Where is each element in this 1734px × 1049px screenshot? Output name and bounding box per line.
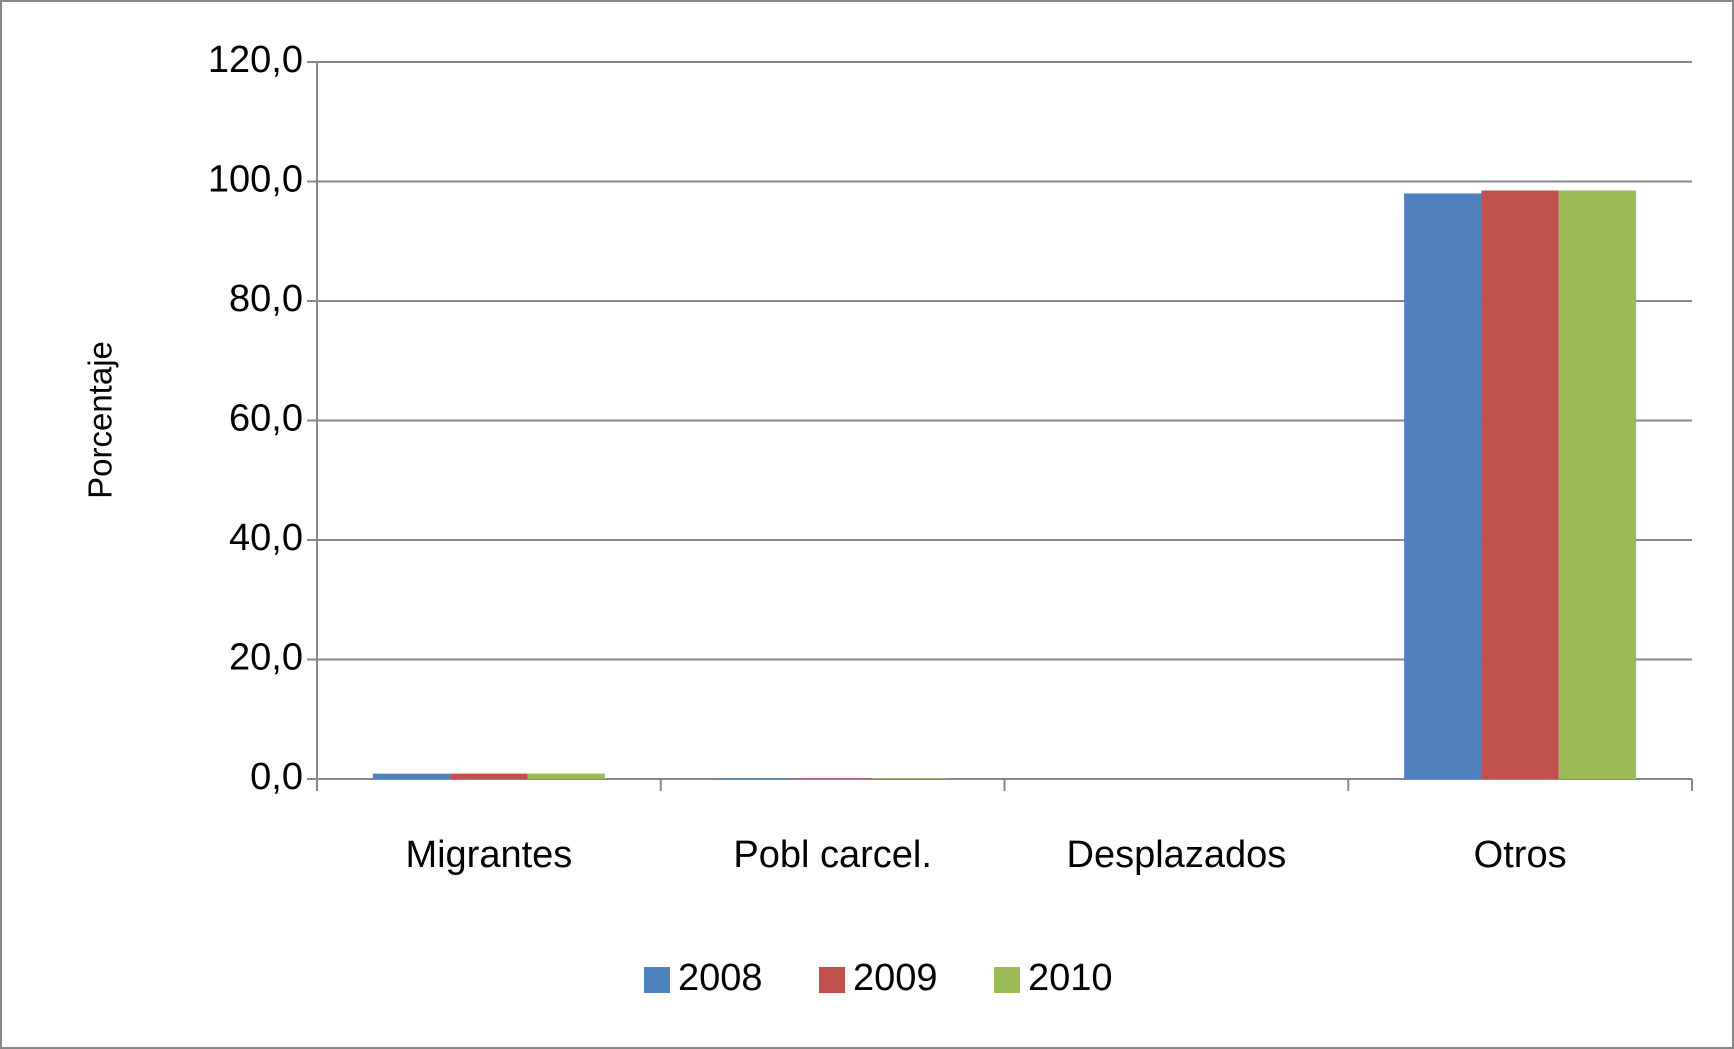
y-axis-label: Porcentaje: [82, 341, 119, 499]
legend-swatch: [819, 967, 845, 993]
x-tick-label: Pobl carcel.: [733, 834, 932, 876]
bar: [450, 773, 528, 779]
bar: [1481, 190, 1559, 779]
legend-swatch: [644, 967, 670, 993]
bar: [793, 778, 872, 779]
legend-label: 2010: [1028, 957, 1113, 999]
legend-label: 2008: [678, 957, 763, 999]
bar: [527, 773, 605, 779]
x-tick-label: Desplazados: [1067, 834, 1287, 876]
bar: [716, 778, 794, 779]
x-tick-label: Migrantes: [405, 834, 572, 876]
y-tick-label: 80,0: [229, 278, 303, 320]
y-tick-label: 40,0: [229, 517, 303, 559]
bar: [1404, 193, 1482, 779]
bar: [1558, 190, 1637, 779]
x-tick-label: Otros: [1474, 834, 1567, 876]
y-tick-label: 0,0: [250, 756, 303, 798]
y-tick-label: 100,0: [208, 159, 303, 201]
legend-label: 2009: [853, 957, 938, 999]
bar: [372, 773, 451, 779]
legend-swatch: [994, 967, 1020, 993]
bar: [871, 778, 949, 779]
y-tick-label: 120,0: [208, 39, 303, 81]
y-tick-label: 20,0: [229, 637, 303, 679]
y-tick-label: 60,0: [229, 398, 303, 440]
